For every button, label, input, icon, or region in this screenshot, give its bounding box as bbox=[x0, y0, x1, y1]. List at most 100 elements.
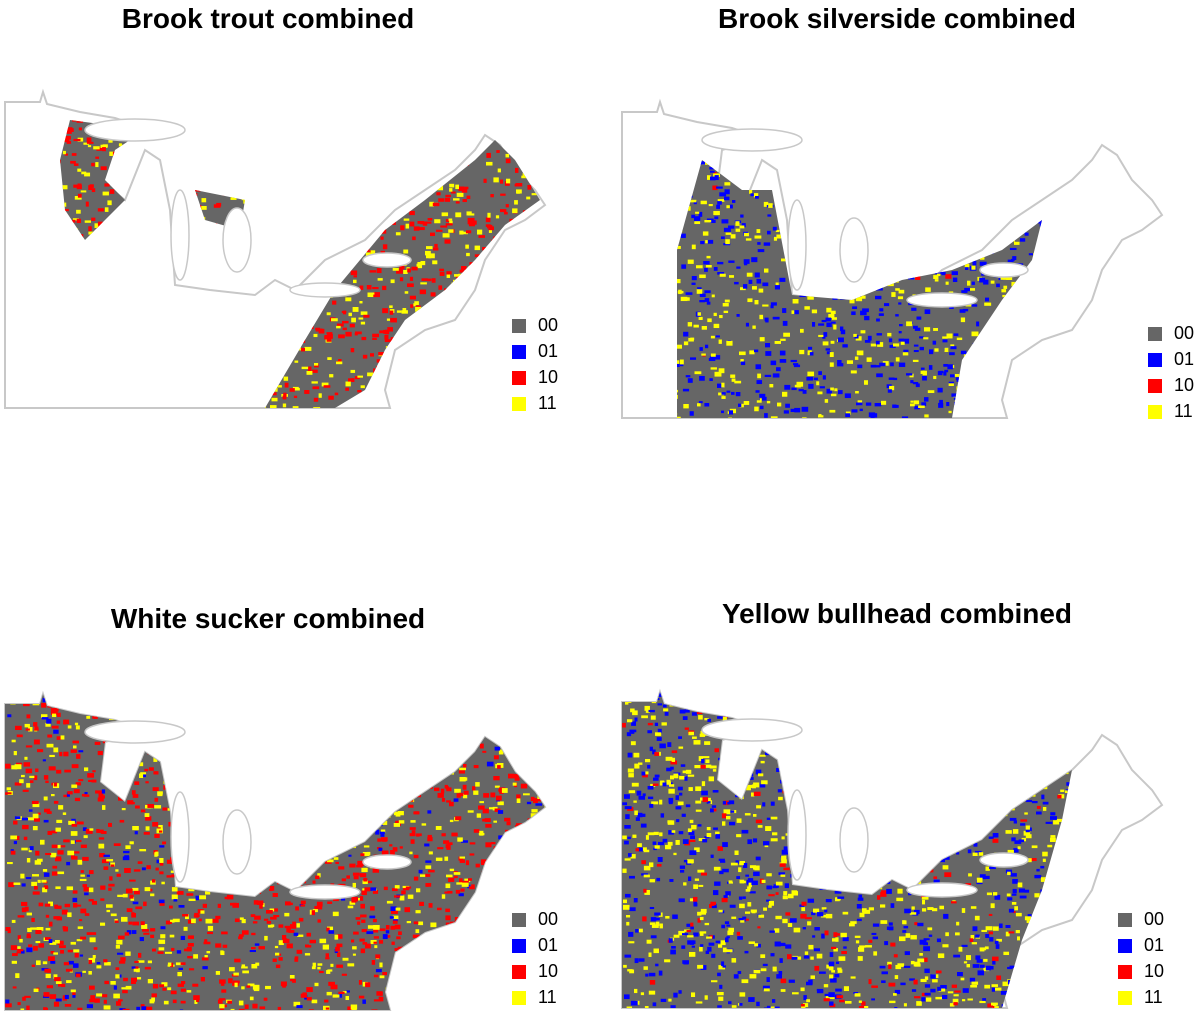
cell bbox=[483, 350, 488, 354]
cell bbox=[714, 101, 721, 103]
cell bbox=[434, 161, 439, 165]
cell bbox=[1014, 411, 1019, 415]
cell bbox=[146, 1006, 153, 1010]
cell bbox=[511, 103, 517, 106]
cell bbox=[263, 997, 268, 1001]
cell bbox=[464, 986, 470, 989]
cell bbox=[346, 875, 350, 879]
cell bbox=[98, 837, 105, 840]
cell bbox=[390, 317, 397, 323]
cell bbox=[340, 733, 347, 739]
cell bbox=[300, 347, 306, 352]
cell bbox=[316, 154, 320, 157]
cell bbox=[86, 141, 94, 144]
cell bbox=[413, 921, 419, 925]
cell bbox=[198, 848, 204, 854]
cell bbox=[694, 219, 701, 225]
cell bbox=[294, 222, 302, 226]
cell bbox=[63, 208, 69, 212]
cell bbox=[226, 806, 233, 810]
cell bbox=[900, 259, 907, 265]
cell bbox=[318, 393, 322, 398]
cell bbox=[913, 237, 921, 241]
cell bbox=[195, 108, 199, 111]
cell bbox=[773, 155, 777, 157]
cell bbox=[951, 196, 957, 201]
cell bbox=[162, 841, 167, 845]
cell bbox=[104, 207, 109, 212]
cell bbox=[901, 116, 906, 121]
cell bbox=[794, 175, 800, 180]
cell bbox=[419, 398, 426, 402]
legend-label: 00 bbox=[1174, 323, 1194, 343]
cell bbox=[1121, 318, 1125, 323]
cell bbox=[183, 766, 190, 770]
cell bbox=[1005, 191, 1011, 194]
cell bbox=[1124, 342, 1128, 347]
cell bbox=[902, 127, 905, 131]
cell bbox=[710, 367, 717, 370]
cell bbox=[799, 349, 805, 355]
cell bbox=[501, 743, 508, 747]
cell bbox=[140, 90, 146, 95]
cell bbox=[780, 338, 786, 341]
cell bbox=[1026, 376, 1031, 380]
cell bbox=[458, 770, 465, 774]
cell bbox=[518, 746, 523, 751]
cell bbox=[444, 973, 449, 978]
cell bbox=[769, 384, 774, 388]
cell bbox=[115, 782, 122, 785]
cell bbox=[494, 853, 498, 858]
cell bbox=[752, 325, 756, 329]
cell bbox=[418, 768, 423, 773]
cell bbox=[390, 850, 395, 855]
cell bbox=[1158, 262, 1163, 265]
cell bbox=[476, 922, 480, 928]
cell bbox=[284, 844, 289, 848]
cell bbox=[91, 900, 98, 905]
cell bbox=[829, 409, 836, 413]
cell bbox=[424, 129, 430, 133]
cell bbox=[1039, 150, 1044, 155]
cell bbox=[793, 364, 801, 368]
cell bbox=[697, 287, 702, 290]
cell bbox=[709, 167, 714, 170]
cell bbox=[284, 912, 290, 917]
cell bbox=[383, 331, 390, 334]
cell bbox=[119, 960, 126, 964]
cell bbox=[288, 729, 294, 734]
cell bbox=[448, 218, 453, 221]
cell bbox=[412, 236, 416, 241]
cell bbox=[908, 275, 915, 280]
cell bbox=[524, 863, 530, 866]
cell bbox=[319, 970, 324, 974]
cell bbox=[540, 145, 544, 147]
cell bbox=[1167, 162, 1170, 165]
cell bbox=[265, 756, 273, 761]
cell bbox=[488, 130, 495, 134]
cell bbox=[1107, 117, 1112, 122]
cell bbox=[743, 232, 749, 237]
cell bbox=[517, 899, 522, 903]
cell bbox=[938, 128, 944, 132]
cell bbox=[1166, 232, 1170, 235]
cell bbox=[394, 924, 401, 930]
cell bbox=[38, 943, 45, 948]
cell bbox=[752, 286, 757, 290]
cell bbox=[845, 198, 849, 202]
cell bbox=[1138, 405, 1145, 407]
cell bbox=[983, 125, 990, 127]
cell bbox=[463, 743, 468, 747]
cell bbox=[859, 160, 863, 162]
cell bbox=[524, 107, 527, 110]
cell bbox=[537, 145, 540, 149]
cell bbox=[241, 192, 245, 197]
cell bbox=[239, 917, 244, 920]
cell bbox=[86, 1004, 93, 1009]
cell bbox=[840, 326, 844, 332]
cell bbox=[332, 300, 337, 305]
cell bbox=[457, 365, 464, 369]
cell bbox=[925, 174, 930, 179]
cell bbox=[61, 185, 68, 190]
